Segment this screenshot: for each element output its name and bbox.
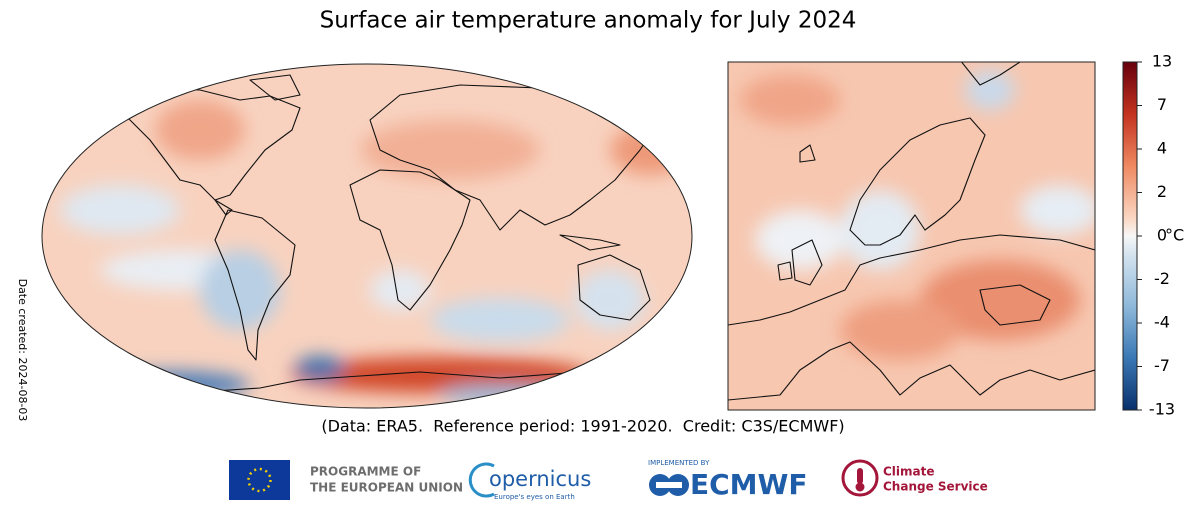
colorbar-tick-label: 7 <box>1157 95 1167 114</box>
colorbar-unit: °C <box>1165 226 1184 245</box>
ecmwf-name: ECMWF <box>690 468 808 501</box>
europe-map <box>728 62 1095 410</box>
title: Surface air temperature anomaly for July… <box>320 8 857 34</box>
eu-logo: PROGRAMME OF THE EUROPEAN UNION <box>229 460 463 500</box>
colorbar-tick-label: -2 <box>1154 269 1170 288</box>
colorbar-ticks: 13 7 4 2 0 -2 -4 -7 -13 <box>1137 52 1175 419</box>
colorbar-tick-label: 4 <box>1157 139 1167 158</box>
colorbar <box>1122 61 1138 411</box>
colorbar-tick-label: 0 <box>1157 226 1167 245</box>
colorbar-tick-label: 2 <box>1157 182 1167 201</box>
date-created: Date created: 2024-08-03 <box>16 279 29 422</box>
c3s-line1: Climate <box>883 465 935 479</box>
c3s-logo: Climate Change Service <box>841 459 988 497</box>
colorbar-tick-label: -13 <box>1149 400 1175 419</box>
eu-line2: THE EUROPEAN UNION <box>310 481 463 495</box>
world-map <box>42 64 692 408</box>
copernicus-tagline: Europe's eyes on Earth <box>494 493 575 501</box>
copernicus-name: opernicus <box>489 467 591 491</box>
c3s-line2: Change Service <box>883 480 988 494</box>
map-frame <box>41 63 693 409</box>
credit: (Data: ERA5. Reference period: 1991-2020… <box>321 417 844 436</box>
colorbar-tick-label: 13 <box>1152 52 1172 71</box>
colorbar-tick-label: -4 <box>1154 313 1170 332</box>
inset-frame <box>727 61 1096 411</box>
eu-line1: PROGRAMME OF <box>310 465 421 479</box>
ecmwf-logo: IMPLEMENTED BY ECMWF <box>648 459 808 501</box>
ecmwf-note: IMPLEMENTED BY <box>648 459 710 467</box>
copernicus-logo: opernicus Europe's eyes on Earth <box>468 462 591 501</box>
colorbar-tick-label: -7 <box>1154 356 1170 375</box>
